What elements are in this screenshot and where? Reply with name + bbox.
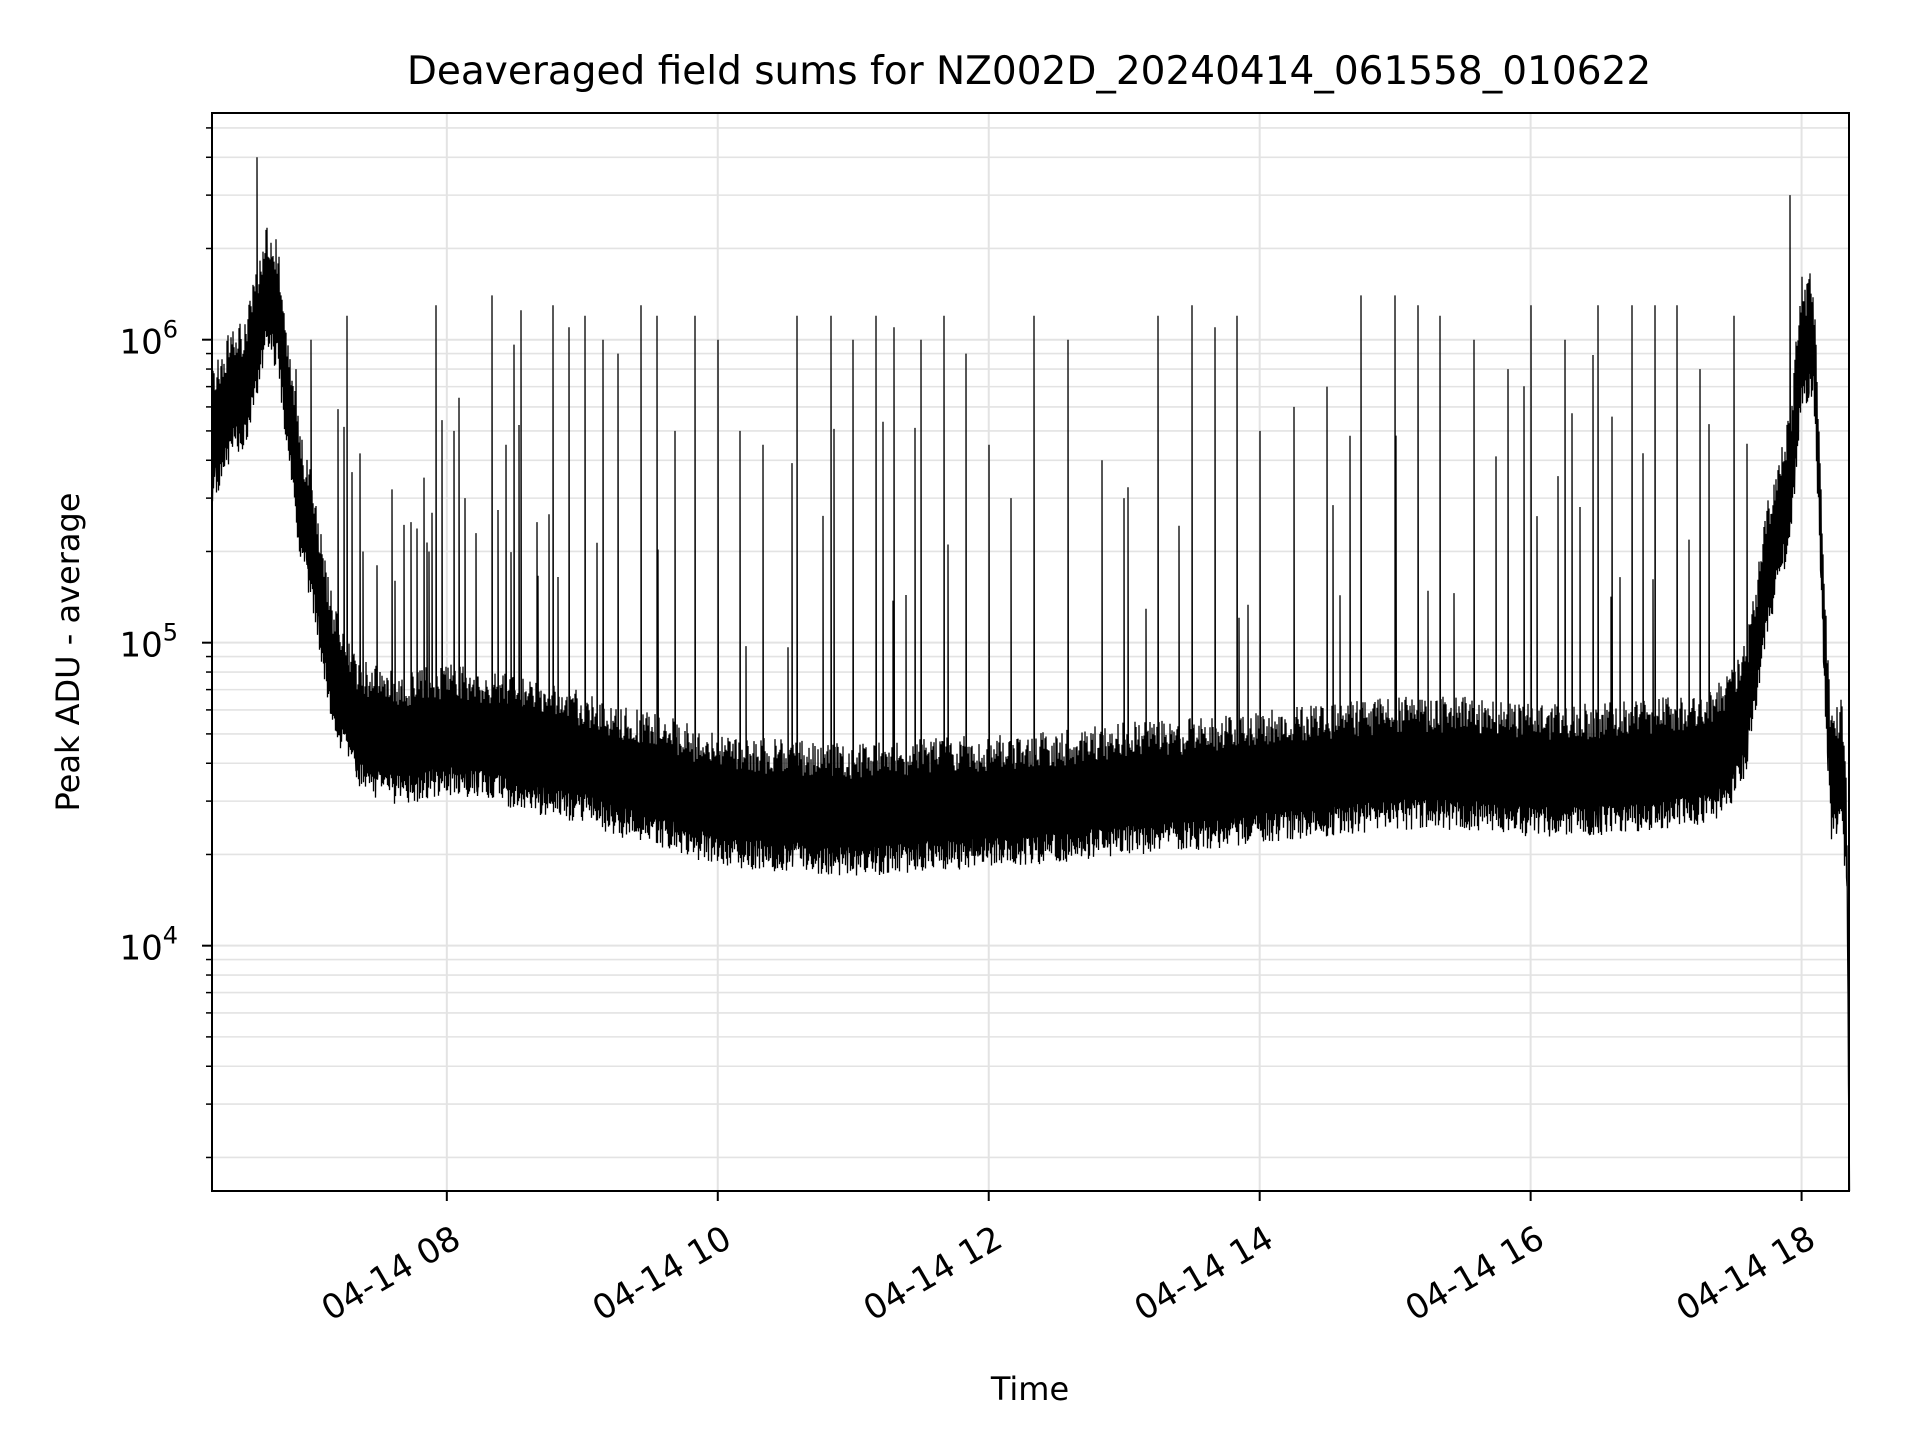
y-tick-label: 105 (119, 619, 178, 666)
x-tick-label: 04-14 18 (1670, 1218, 1822, 1329)
x-axis: 04-14 08 04-14 10 04-14 12 04-14 14 04-14 16… (315, 1191, 1822, 1329)
x-tick-label: 04-14 14 (1128, 1218, 1280, 1329)
x-tick-label: 04-14 10 (586, 1218, 738, 1329)
chart-title: Deaveraged field sums for NZ002D_2024041… (407, 49, 1651, 94)
x-tick-label: 04-14 12 (857, 1218, 1009, 1329)
y-axis: 104 105 106 (119, 127, 212, 1159)
x-tick-label: 04-14 16 (1399, 1218, 1551, 1329)
series-line (211, 157, 1851, 1192)
plot-frame (211, 112, 1850, 1192)
series-layer (211, 157, 1851, 1192)
x-tick-label: 04-14 08 (315, 1218, 467, 1329)
y-tick-label: 104 (119, 922, 178, 969)
y-tick-label: 106 (119, 316, 178, 363)
x-axis-label: Time (990, 1370, 1069, 1408)
grid (212, 113, 1849, 1191)
y-axis-label: Peak ADU - average (49, 493, 87, 812)
